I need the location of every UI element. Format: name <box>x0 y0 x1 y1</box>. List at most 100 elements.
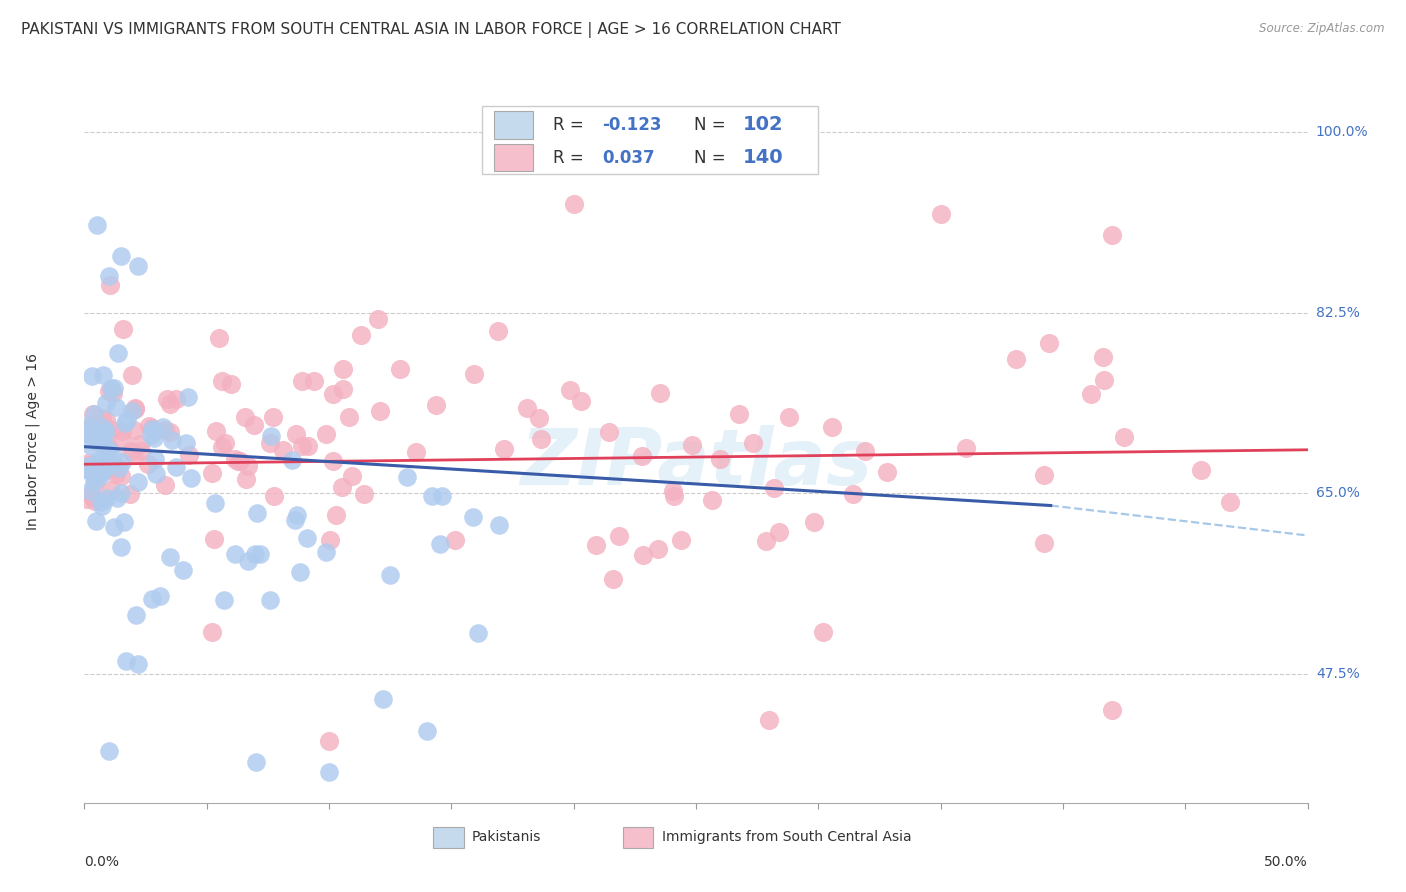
Point <box>103 381 125 395</box>
Point <box>530 432 553 446</box>
Point <box>105 491 128 505</box>
Text: 47.5%: 47.5% <box>1316 667 1360 681</box>
Text: 82.5%: 82.5% <box>1316 306 1360 319</box>
Point <box>233 409 256 424</box>
Point <box>219 377 242 392</box>
Point <box>129 437 152 451</box>
Point <box>76 426 98 441</box>
Point <box>371 692 394 706</box>
Point <box>87 454 110 468</box>
Point <box>162 434 184 448</box>
Point <box>315 427 337 442</box>
Point <box>332 362 354 376</box>
Point <box>955 441 977 455</box>
Point <box>262 410 284 425</box>
Text: ZIPatlas: ZIPatlas <box>520 425 872 501</box>
Text: -0.123: -0.123 <box>602 116 661 134</box>
Point <box>111 322 134 336</box>
Point <box>86 218 108 232</box>
Point <box>129 444 152 458</box>
Text: 100.0%: 100.0% <box>1316 125 1368 139</box>
Point <box>79 484 101 499</box>
Point <box>630 449 652 463</box>
Point <box>681 437 703 451</box>
Point <box>97 441 120 455</box>
Point <box>259 435 281 450</box>
Point <box>89 436 111 450</box>
Text: R =: R = <box>553 149 589 167</box>
Text: 102: 102 <box>742 115 783 135</box>
Point <box>1101 228 1123 243</box>
Point <box>425 398 447 412</box>
Point <box>1080 387 1102 401</box>
Point <box>77 427 100 442</box>
Text: 50.0%: 50.0% <box>1264 855 1308 869</box>
Point <box>90 495 112 509</box>
Point <box>463 368 485 382</box>
FancyBboxPatch shape <box>623 827 654 848</box>
Point <box>560 383 582 397</box>
Point <box>107 346 129 360</box>
Point <box>124 402 146 417</box>
Point <box>103 450 125 464</box>
Point <box>378 567 401 582</box>
Text: R =: R = <box>553 116 589 134</box>
Point <box>110 249 132 263</box>
Point <box>396 470 419 484</box>
Point <box>89 461 111 475</box>
Point <box>98 384 121 399</box>
Point <box>141 591 163 606</box>
FancyBboxPatch shape <box>494 112 533 138</box>
Point <box>243 547 266 561</box>
Point <box>76 419 98 434</box>
Point <box>841 487 863 501</box>
Point <box>461 510 484 524</box>
Point <box>315 544 337 558</box>
Point <box>84 493 107 508</box>
Point <box>80 489 103 503</box>
Point <box>236 459 259 474</box>
Point <box>337 410 360 425</box>
Point <box>302 374 325 388</box>
Point <box>201 466 224 480</box>
Point <box>180 471 202 485</box>
FancyBboxPatch shape <box>482 105 818 174</box>
Point <box>80 439 103 453</box>
Point <box>758 713 780 727</box>
Point <box>114 654 136 668</box>
Point <box>332 382 354 396</box>
Point <box>82 407 104 421</box>
Point <box>156 392 179 407</box>
Text: In Labor Force | Age > 16: In Labor Force | Age > 16 <box>25 353 41 530</box>
Point <box>121 404 143 418</box>
Point <box>84 514 107 528</box>
Point <box>90 411 112 425</box>
Point <box>159 397 181 411</box>
Point <box>93 458 115 472</box>
Point <box>208 331 231 345</box>
Point <box>89 469 111 483</box>
Point <box>121 368 143 383</box>
Point <box>516 401 538 416</box>
Point <box>1219 495 1241 509</box>
FancyBboxPatch shape <box>433 827 464 848</box>
Point <box>607 528 630 542</box>
Point <box>122 423 145 437</box>
Point <box>143 451 166 466</box>
Point <box>291 374 314 388</box>
Point <box>83 408 105 422</box>
Point <box>669 533 692 548</box>
Point <box>91 432 114 446</box>
Point <box>602 572 624 586</box>
Point <box>76 491 98 506</box>
Point <box>1092 373 1115 387</box>
Point <box>284 513 307 527</box>
Point <box>662 489 685 503</box>
Point <box>79 420 101 434</box>
Point <box>281 453 304 467</box>
Point <box>179 448 201 462</box>
Point <box>249 547 271 561</box>
Point <box>647 542 669 557</box>
Point <box>322 454 344 468</box>
Point <box>112 516 135 530</box>
